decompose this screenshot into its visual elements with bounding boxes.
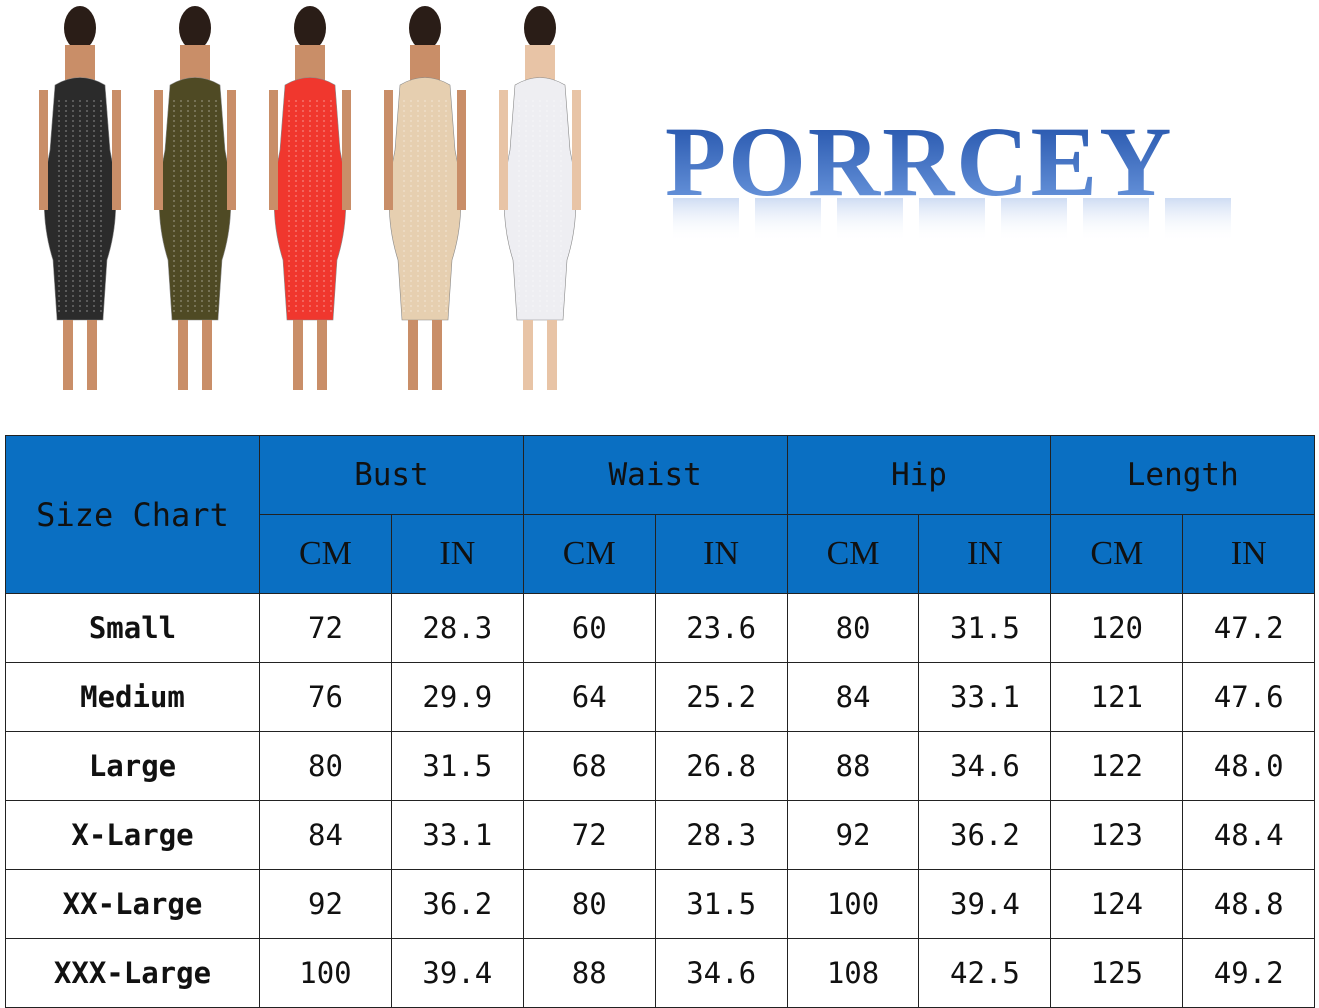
table-row: Large 80 31.5 68 26.8 88 34.6 122 48.0 — [5, 731, 1316, 801]
logo-reflection-letter — [837, 198, 903, 242]
brand-logo: PORRCEY — [665, 112, 1265, 262]
table-cell: 60 — [522, 593, 656, 663]
table-cell: 39.4 — [390, 938, 524, 1008]
table-cell: 36.2 — [390, 869, 524, 939]
table-cell: 48.8 — [1182, 869, 1316, 939]
table-cell: 33.1 — [390, 800, 524, 870]
table-cell: 121 — [1050, 662, 1184, 732]
table-cell: 72 — [259, 593, 392, 663]
table-cell: 25.2 — [654, 662, 788, 732]
brand-logo-text: PORRCEY — [665, 106, 1174, 217]
header-hip: Hip — [786, 435, 1052, 515]
product-photo-dresses — [39, 6, 581, 390]
table-cell: 42.5 — [918, 938, 1052, 1008]
header-row-measurements: Size Chart Bust Waist Hip Length — [5, 435, 1316, 594]
table-row: Medium 76 29.9 64 25.2 84 33.1 121 47.6 — [5, 662, 1316, 732]
table-cell: 88 — [522, 938, 656, 1008]
header-length: Length — [1050, 435, 1316, 515]
table-cell: 28.3 — [390, 593, 524, 663]
unit-header-in: IN — [654, 514, 788, 594]
table-cell: 34.6 — [654, 938, 788, 1008]
header-row-units: CM IN CM IN CM IN CM IN — [6, 514, 1316, 594]
header-bust: Bust — [259, 435, 524, 515]
unit-header-cm: CM — [259, 514, 392, 594]
table-cell: 47.6 — [1182, 662, 1316, 732]
table-cell: 64 — [522, 662, 656, 732]
size-label: XXX-Large — [5, 938, 260, 1008]
unit-header-in: IN — [390, 514, 524, 594]
model-figure — [269, 6, 351, 390]
size-label: X-Large — [5, 800, 260, 870]
size-label: Medium — [5, 662, 260, 732]
table-cell: 28.3 — [654, 800, 788, 870]
table-row: X-Large 84 33.1 72 28.3 92 36.2 123 48.4 — [5, 800, 1316, 870]
table-cell: 36.2 — [918, 800, 1052, 870]
model-figure — [384, 6, 466, 390]
table-cell: 123 — [1050, 800, 1184, 870]
table-cell: 80 — [522, 869, 656, 939]
table-cell: 122 — [1050, 731, 1184, 801]
size-label: Large — [5, 731, 260, 801]
table-cell: 80 — [259, 731, 392, 801]
logo-reflection-letter — [673, 198, 739, 242]
table-cell: 80 — [786, 593, 920, 663]
table-cell: 120 — [1050, 593, 1184, 663]
logo-reflection-letter — [755, 198, 821, 242]
size-label: Small — [5, 593, 260, 663]
table-cell: 23.6 — [654, 593, 788, 663]
table-cell: 92 — [259, 869, 392, 939]
table-cell: 47.2 — [1182, 593, 1316, 663]
table-cell: 31.5 — [654, 869, 788, 939]
table-cell: 34.6 — [918, 731, 1052, 801]
table-cell: 26.8 — [654, 731, 788, 801]
table-cell: 84 — [786, 662, 920, 732]
table-cell: 76 — [259, 662, 392, 732]
table-cell: 100 — [259, 938, 392, 1008]
table-cell: 48.0 — [1182, 731, 1316, 801]
table-row: XX-Large 92 36.2 80 31.5 100 39.4 124 48.8 — [5, 869, 1316, 939]
table-cell: 33.1 — [918, 662, 1052, 732]
table-cell: 88 — [786, 731, 920, 801]
table-cell: 49.2 — [1182, 938, 1316, 1008]
header-waist: Waist — [522, 435, 788, 515]
unit-header-cm: CM — [786, 514, 920, 594]
table-cell: 39.4 — [918, 869, 1052, 939]
unit-header-in: IN — [1182, 514, 1316, 594]
table-cell: 100 — [786, 869, 920, 939]
table-row: XXX-Large 100 39.4 88 34.6 108 42.5 125 49.2 — [5, 938, 1316, 1008]
table-cell: 108 — [786, 938, 920, 1008]
table-cell: 72 — [522, 800, 656, 870]
model-figure — [39, 6, 121, 390]
table-row: Small 72 28.3 60 23.6 80 31.5 120 47.2 — [5, 593, 1316, 663]
table-cell: 31.5 — [918, 593, 1052, 663]
model-figure — [154, 6, 236, 390]
table-cell: 31.5 — [390, 731, 524, 801]
logo-reflection-letter — [1165, 198, 1231, 242]
unit-header-in: IN — [918, 514, 1052, 594]
size-chart-table: Size Chart Bust Waist Hip Length CM IN CM I… — [5, 435, 1316, 1008]
logo-reflection-letter — [1083, 198, 1149, 242]
model-figure — [499, 6, 581, 390]
table-cell: 29.9 — [390, 662, 524, 732]
unit-header-cm: CM — [522, 514, 656, 594]
table-cell: 68 — [522, 731, 656, 801]
size-chart-title: Size Chart — [5, 435, 260, 594]
size-label: XX-Large — [5, 869, 260, 939]
brand-logo-reflection — [673, 198, 1231, 242]
logo-reflection-letter — [919, 198, 985, 242]
table-cell: 48.4 — [1182, 800, 1316, 870]
logo-reflection-letter — [1001, 198, 1067, 242]
unit-header-cm: CM — [1050, 514, 1184, 594]
table-cell: 84 — [259, 800, 392, 870]
table-cell: 125 — [1050, 938, 1184, 1008]
table-cell: 124 — [1050, 869, 1184, 939]
table-cell: 92 — [786, 800, 920, 870]
